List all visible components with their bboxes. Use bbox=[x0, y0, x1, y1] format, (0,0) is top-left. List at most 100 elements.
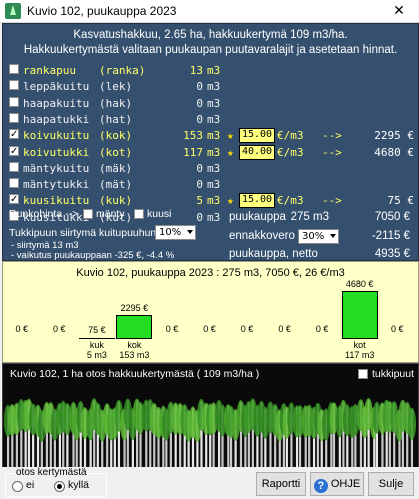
price-input[interactable]: 15.00 bbox=[239, 193, 275, 209]
assortment-row: mäntykuitu (mäk) 0 m3 bbox=[9, 161, 414, 175]
tree-trunk bbox=[27, 400, 31, 467]
chart-value-label: 0 € bbox=[203, 324, 216, 334]
assortment-checkbox[interactable] bbox=[9, 96, 19, 107]
chart-value-label: 2295 € bbox=[120, 303, 149, 314]
assortment-checkbox[interactable] bbox=[9, 64, 19, 74]
tree-trunk bbox=[24, 401, 27, 467]
assortment-total: 75 € bbox=[387, 194, 415, 208]
sample-no-radio[interactable] bbox=[12, 481, 23, 492]
chart-bar bbox=[78, 338, 115, 339]
assortment-checkbox[interactable] bbox=[9, 210, 19, 221]
chart-bar bbox=[116, 315, 153, 339]
sample-no-label: ei bbox=[26, 479, 35, 491]
assortment-abbr: (kuk) bbox=[99, 194, 133, 208]
tree-trunk bbox=[145, 401, 148, 467]
tree-trunk bbox=[139, 404, 142, 467]
assortment-name: leppäkuitu bbox=[23, 80, 90, 94]
assortment-row: leppäkuitu (lek) 0 m3 bbox=[9, 80, 414, 93]
timber-sale-panel: Kasvatushakkuu, 2.65 ha, hakkuukertymä 1… bbox=[2, 23, 419, 261]
assortment-qty: 117 bbox=[183, 145, 203, 159]
assortment-qty: 153 bbox=[183, 129, 203, 143]
chart-category-label: kot bbox=[353, 340, 366, 350]
price-unit: €/m3 bbox=[277, 145, 304, 159]
tukkipuut-checkbox[interactable] bbox=[358, 369, 368, 379]
transfer-effect: - vaikutus puukauppaan -325 €, -4.4 % bbox=[11, 250, 175, 261]
tree-trunk bbox=[367, 400, 370, 467]
tree-trunk bbox=[256, 406, 259, 467]
puukauppa-qty: 275 m3 bbox=[290, 211, 329, 223]
assortment-qty: 0 bbox=[196, 178, 203, 192]
tree-trunk bbox=[36, 406, 40, 467]
transfer-label: Tukkipuun siirtymä kuitupuuhun bbox=[9, 227, 157, 239]
tree-trunk bbox=[388, 402, 391, 467]
assortment-row: kuusitukki (kut) 0 m3 bbox=[9, 210, 414, 224]
runkohinta-manty-checkbox[interactable] bbox=[83, 209, 93, 219]
assortment-abbr: (hat) bbox=[99, 112, 133, 126]
chart-volume-label: 5 m3 bbox=[86, 350, 107, 360]
window-close-button[interactable]: ✕ bbox=[393, 3, 405, 19]
tree-trunk bbox=[49, 404, 52, 467]
tree-crown bbox=[218, 404, 227, 437]
price-input[interactable]: 15.00 bbox=[239, 128, 275, 144]
tree-trunk bbox=[93, 400, 96, 467]
app-tree-icon bbox=[5, 3, 21, 19]
assortment-qty: 0 bbox=[196, 80, 203, 94]
assortment-qty: 0 bbox=[196, 210, 203, 224]
chart-value-label: 0 € bbox=[240, 324, 254, 334]
help-label: OHJE bbox=[330, 478, 361, 490]
runkohinta-kuusi-checkbox[interactable] bbox=[134, 209, 144, 219]
assortment-unit: m3 bbox=[207, 64, 221, 77]
tree-trunk bbox=[174, 404, 177, 467]
info-line-1: Kasvatushakkuu, 2.65 ha, hakkuukertymä 1… bbox=[73, 29, 348, 41]
chevron-down-icon bbox=[187, 230, 193, 234]
help-button[interactable]: ? OHJE bbox=[310, 472, 364, 496]
assortment-row: haapakuitu (hak) 0 m3 bbox=[9, 96, 414, 110]
tree-trunk bbox=[32, 405, 35, 467]
price-unit: €/m3 bbox=[277, 129, 304, 143]
close-button[interactable]: Sulje bbox=[368, 472, 414, 496]
report-button[interactable]: Raportti bbox=[256, 472, 306, 496]
bottom-bar: otos kertymästä ei kyllä Raportti ? OHJE … bbox=[0, 467, 419, 499]
tree-trunk bbox=[209, 405, 212, 467]
tree-trunk bbox=[6, 406, 10, 467]
assortment-checkbox[interactable] bbox=[9, 178, 19, 189]
chart-volume-label: 153 m3 bbox=[119, 350, 150, 360]
tree-trunk bbox=[274, 405, 277, 467]
sample-group: otos kertymästä ei kyllä bbox=[5, 467, 107, 497]
sample-yes-radio[interactable] bbox=[54, 481, 65, 492]
tree-trunk bbox=[375, 403, 379, 467]
transfer-select[interactable]: 10% bbox=[155, 225, 196, 240]
tree-trunk bbox=[149, 401, 152, 467]
assortment-unit: m3 bbox=[207, 145, 221, 159]
assortment-checkbox[interactable] bbox=[9, 112, 19, 123]
chevron-down-icon bbox=[330, 234, 336, 238]
assortment-row: rankapuu (ranka) 13 m3 bbox=[9, 64, 414, 77]
tree-trunk bbox=[66, 404, 69, 467]
assortment-name: haapatukki bbox=[23, 112, 90, 126]
assortment-name: rankapuu bbox=[23, 64, 76, 77]
assortment-checkbox[interactable]: ✓ bbox=[9, 194, 19, 206]
assortment-checkbox[interactable] bbox=[9, 161, 19, 172]
star-icon: ★ bbox=[227, 129, 234, 143]
transfer-value: 10% bbox=[159, 227, 182, 238]
tree-trunk bbox=[316, 404, 320, 467]
assortment-checkbox[interactable]: ✓ bbox=[9, 145, 19, 157]
price-input[interactable]: 40.00 bbox=[239, 144, 275, 160]
assortment-abbr: (kok) bbox=[99, 129, 133, 143]
tree-trunk bbox=[126, 400, 129, 467]
assortment-qty: 13 bbox=[189, 64, 203, 77]
ennakkovero-select[interactable]: 30% bbox=[298, 229, 339, 244]
chart-value-label: 0 € bbox=[53, 324, 66, 334]
tree-trunk bbox=[135, 400, 139, 467]
assortment-abbr: (ranka) bbox=[99, 64, 146, 77]
assortment-checkbox[interactable] bbox=[9, 80, 19, 91]
assortment-row: haapatukki (hat) 0 m3 bbox=[9, 112, 414, 126]
assortment-checkbox[interactable]: ✓ bbox=[9, 129, 19, 141]
tree-trunk bbox=[153, 404, 156, 467]
info-line-2: Hakkuukertymästä valitaan puukaupan puut… bbox=[23, 44, 398, 56]
arrow: --> bbox=[322, 194, 342, 208]
tree-trunk bbox=[11, 406, 14, 467]
tree-trunk bbox=[282, 404, 286, 467]
assortment-name: koivutukki bbox=[23, 145, 90, 159]
puukauppa-value: 7050 € bbox=[374, 211, 410, 223]
